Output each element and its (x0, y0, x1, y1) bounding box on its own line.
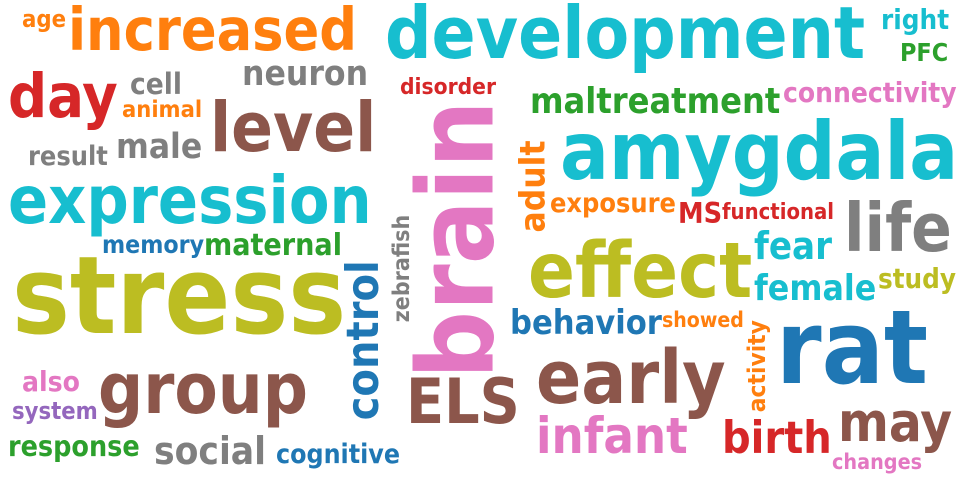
word-development: development (385, 0, 866, 76)
word-changes: changes (832, 449, 923, 475)
word-study: study (878, 263, 957, 295)
word-level: level (210, 87, 377, 168)
word-result: result (28, 140, 108, 172)
word-infant: infant (536, 406, 688, 465)
word-increased: increased (68, 0, 358, 64)
word-effect: effect (528, 226, 753, 316)
word-stress: stress (12, 234, 347, 359)
word-rat: rat (776, 288, 929, 408)
word-exposure: exposure (550, 187, 676, 219)
word-group: group (98, 348, 308, 430)
word-maltreatment: maltreatment (530, 81, 781, 122)
word-social: social (154, 428, 267, 474)
word-adult: adult (513, 139, 554, 233)
word-connectivity: connectivity (783, 76, 957, 109)
word-birth: birth (722, 412, 832, 464)
word-animal: animal (122, 95, 203, 123)
word-neuron: neuron (242, 52, 369, 94)
word-showed: showed (662, 306, 744, 332)
word-amygdala: amygdala (560, 104, 959, 199)
word-cell: cell (130, 67, 182, 101)
word-fear: fear (754, 224, 832, 268)
word-also: also (22, 365, 80, 398)
word-zebrafish: zebrafish (388, 214, 415, 322)
word-age: age (22, 5, 67, 33)
word-expression: expression (8, 162, 372, 239)
word-control: control (336, 259, 389, 420)
word-cognitive: cognitive (276, 438, 400, 470)
word-behavior: behavior (510, 303, 662, 343)
word-maternal: maternal (204, 228, 342, 263)
word-brain: brain (394, 99, 518, 379)
word-life: life (844, 188, 952, 267)
word-may: may (838, 391, 953, 454)
word-day: day (8, 61, 118, 132)
word-memory: memory (102, 229, 205, 259)
word-female: female (754, 267, 877, 309)
word-disorder: disorder (400, 73, 496, 100)
word-pfc: PFC (900, 37, 949, 67)
word-response: response (8, 430, 140, 463)
word-functional: functional (722, 200, 835, 225)
word-early: early (536, 335, 726, 421)
word-male: male (116, 126, 203, 167)
word-activity: activity (741, 320, 771, 413)
word-system: system (12, 397, 98, 425)
word-ms: MS (678, 195, 723, 230)
word-els: ELS (406, 365, 520, 438)
word-right: right (881, 3, 950, 36)
